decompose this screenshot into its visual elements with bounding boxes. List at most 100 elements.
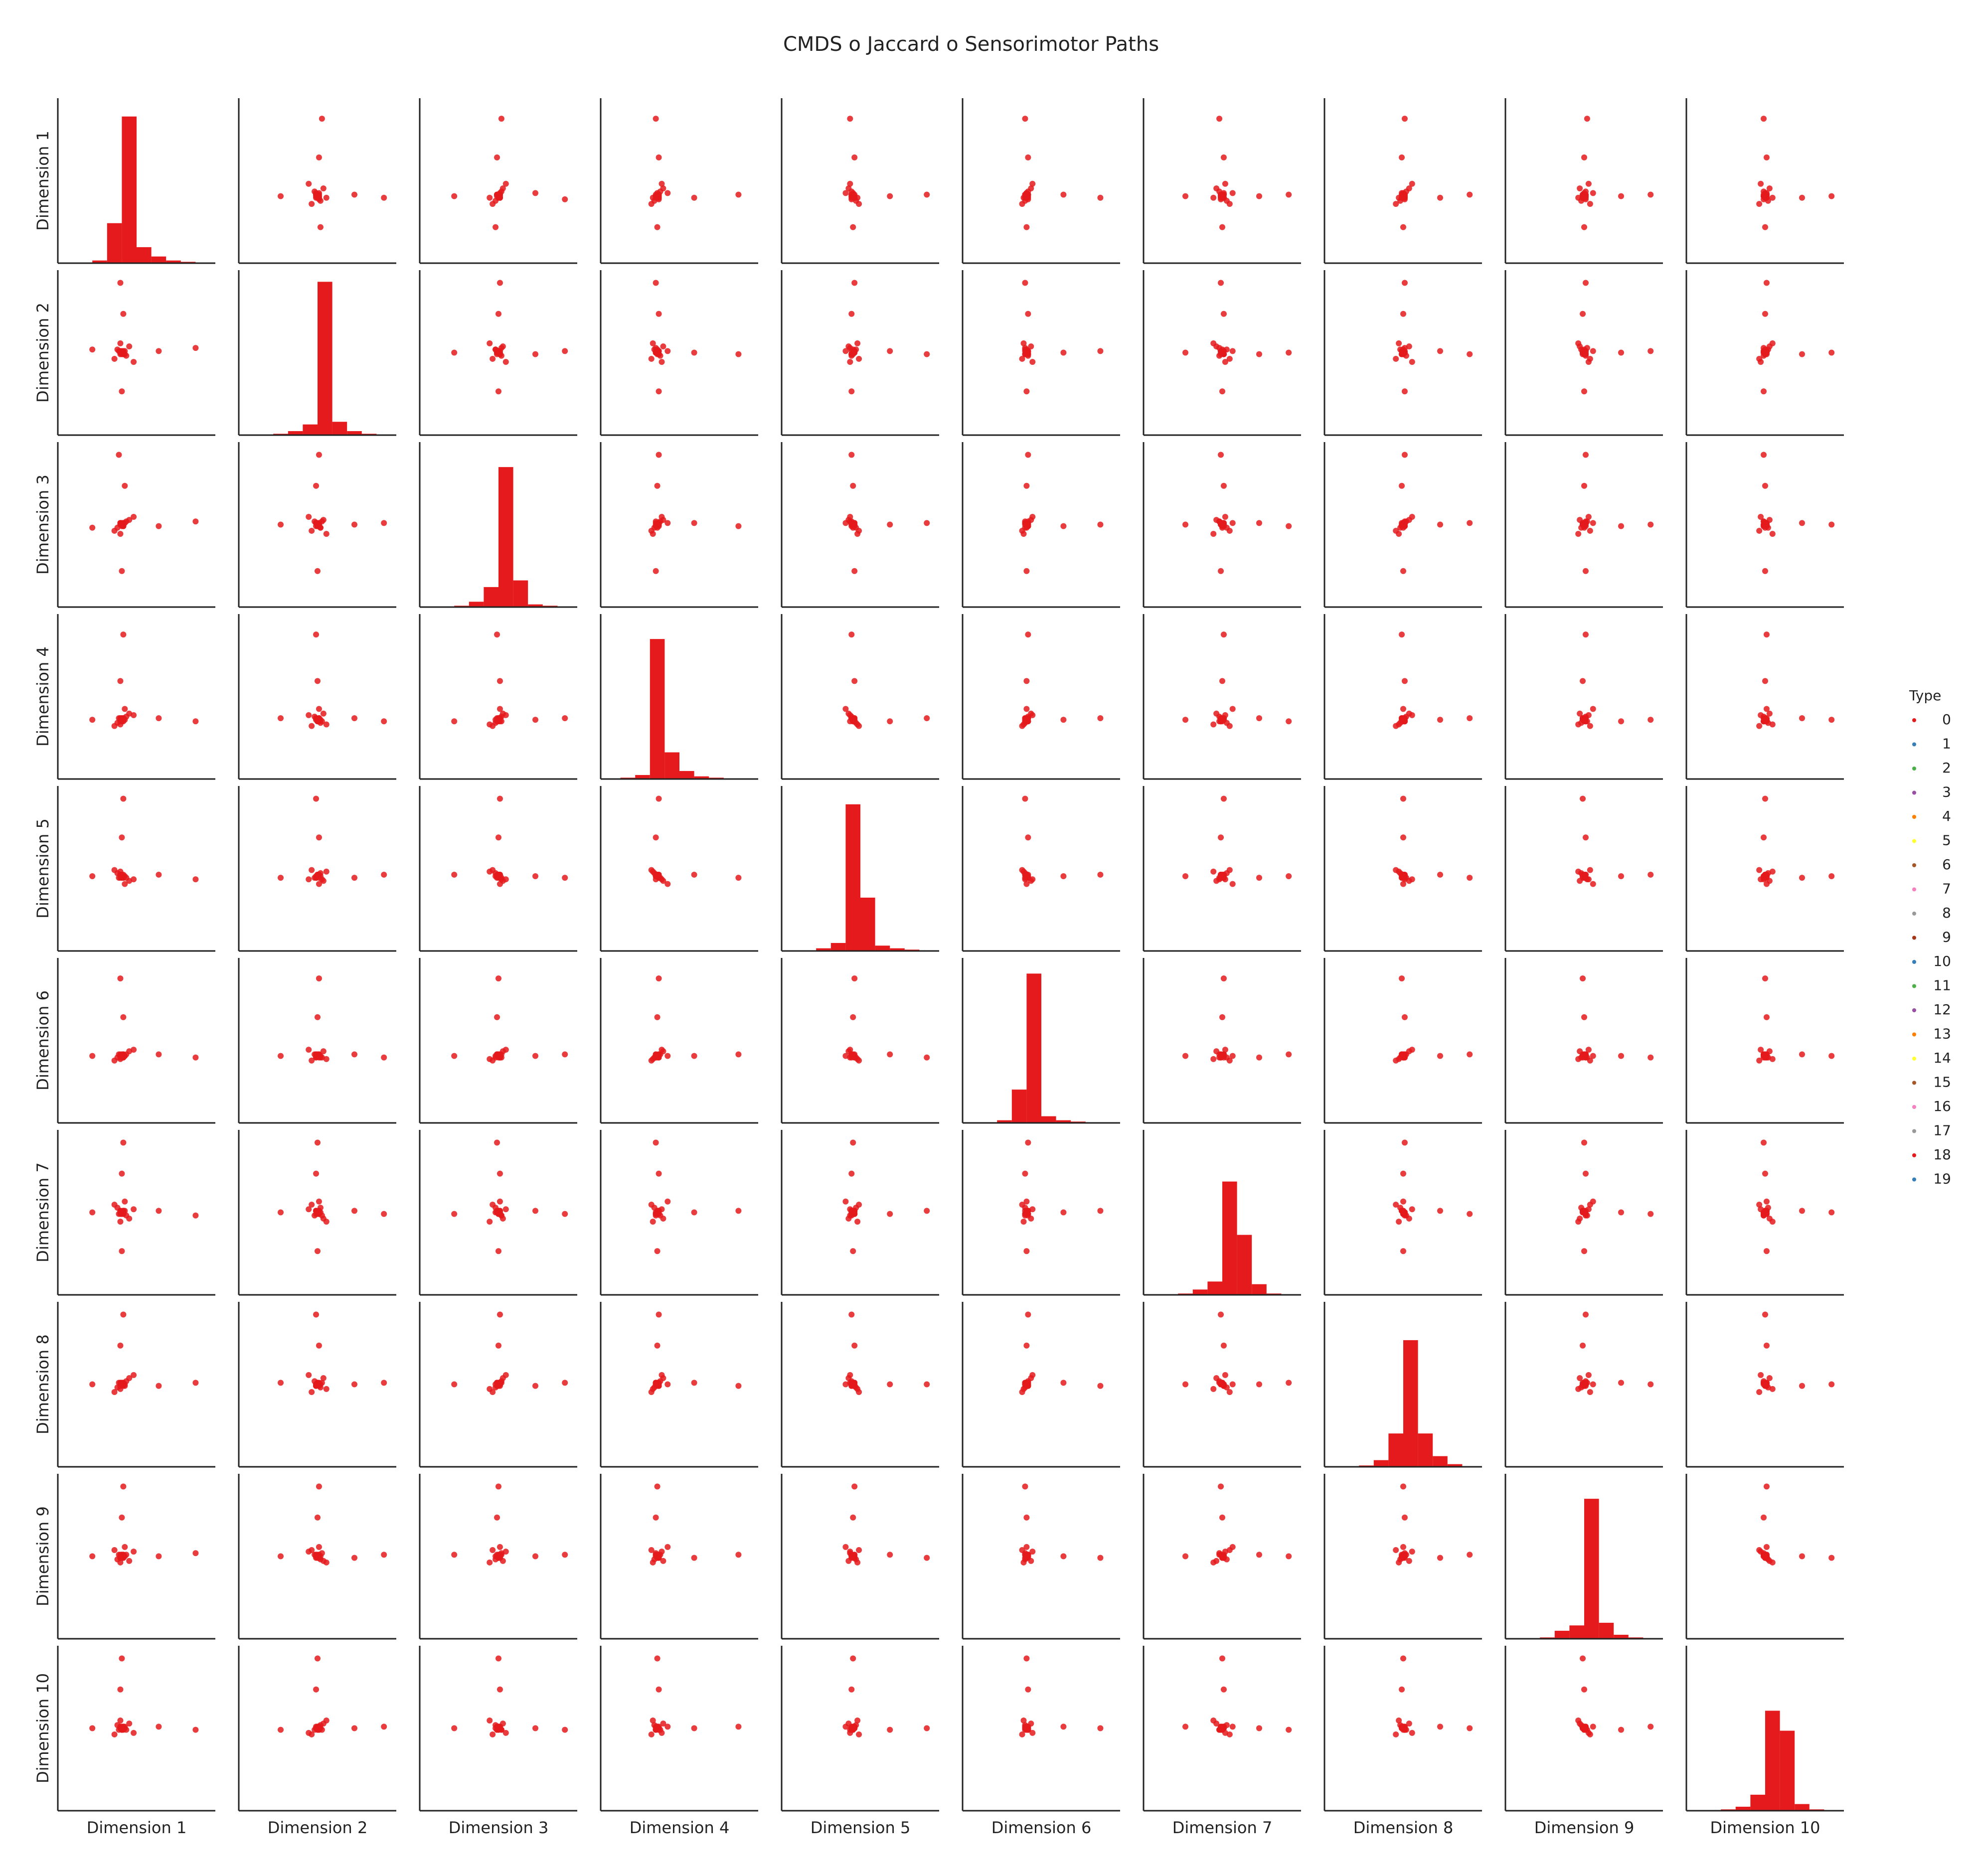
point [120,1014,127,1020]
point [1467,1725,1473,1731]
point [315,1723,321,1730]
hist-bar [1418,1433,1433,1467]
point [1763,1544,1770,1550]
hist-bar [347,431,362,435]
point [315,1248,321,1254]
hist-bar [1599,1622,1614,1639]
point [854,1219,861,1225]
point [887,1051,893,1058]
panel [1685,442,1844,608]
panel [1143,98,1301,264]
y-axis-label: Dimension 8 [33,1334,52,1434]
point [1256,1552,1262,1558]
point [499,185,506,192]
point [1182,1553,1188,1560]
point [156,1383,162,1389]
point [648,1731,655,1737]
point [1647,521,1654,528]
point [1060,717,1067,723]
point [119,568,125,574]
point [847,116,853,122]
hist-bar [137,247,152,263]
point [1590,706,1596,712]
point [315,678,321,684]
point [1580,1655,1586,1662]
point [89,1053,96,1059]
point [192,345,199,351]
point [351,521,357,528]
point [1580,975,1586,982]
point [1766,185,1773,192]
point [1182,1381,1188,1388]
hist-bar [1614,1634,1629,1639]
point [111,1547,118,1554]
point [1799,351,1805,357]
point [320,1375,327,1382]
point [316,1342,322,1349]
point [451,1552,458,1558]
point [1409,1549,1415,1555]
point [1582,452,1589,458]
point [1763,349,1770,356]
point [1226,723,1233,729]
point [89,1209,96,1216]
point [1409,359,1415,365]
point [735,523,742,529]
point [487,194,493,201]
point [1218,568,1224,574]
point [1409,1729,1415,1736]
point [192,876,199,883]
point [656,1170,662,1177]
point [735,1383,742,1389]
point [1220,795,1227,802]
panel [419,786,577,952]
point [1396,340,1402,346]
point [848,1311,855,1318]
point [1581,1723,1587,1730]
legend-marker [1912,960,1916,964]
point [1023,881,1030,887]
hist-bar [830,942,846,951]
point [1618,523,1624,529]
point [1218,1053,1224,1059]
point [1023,873,1030,880]
point [1022,1483,1028,1490]
point [1437,194,1443,201]
point [848,1170,855,1177]
point [1401,388,1408,395]
point [1182,521,1188,528]
legend-marker [1912,984,1916,988]
legend-label: 5 [1942,832,1951,849]
point [451,1381,458,1388]
point [735,351,742,357]
point [278,193,284,199]
point [1219,388,1225,395]
point [1582,1170,1589,1177]
point [306,1372,312,1378]
legend-label: 15 [1933,1074,1951,1091]
point [1210,194,1217,201]
point [351,191,357,198]
point [131,876,137,883]
legend-label: 7 [1942,881,1951,897]
x-axis-label: Dimension 6 [991,1818,1092,1837]
legend-label: 6 [1942,856,1951,873]
point [1828,1209,1835,1216]
point [1587,527,1593,534]
point [1761,452,1767,458]
point [856,1547,862,1554]
point [654,224,660,230]
point [1799,715,1805,722]
point [1581,1248,1587,1254]
point [1799,194,1805,201]
point [1587,867,1593,873]
point [306,712,312,718]
point [847,359,853,365]
hist-bar [635,775,650,779]
point [1097,715,1104,722]
point [1581,873,1587,880]
point [323,194,329,201]
hist-bar [1056,1120,1071,1123]
point [494,1514,500,1521]
panel [238,958,396,1124]
